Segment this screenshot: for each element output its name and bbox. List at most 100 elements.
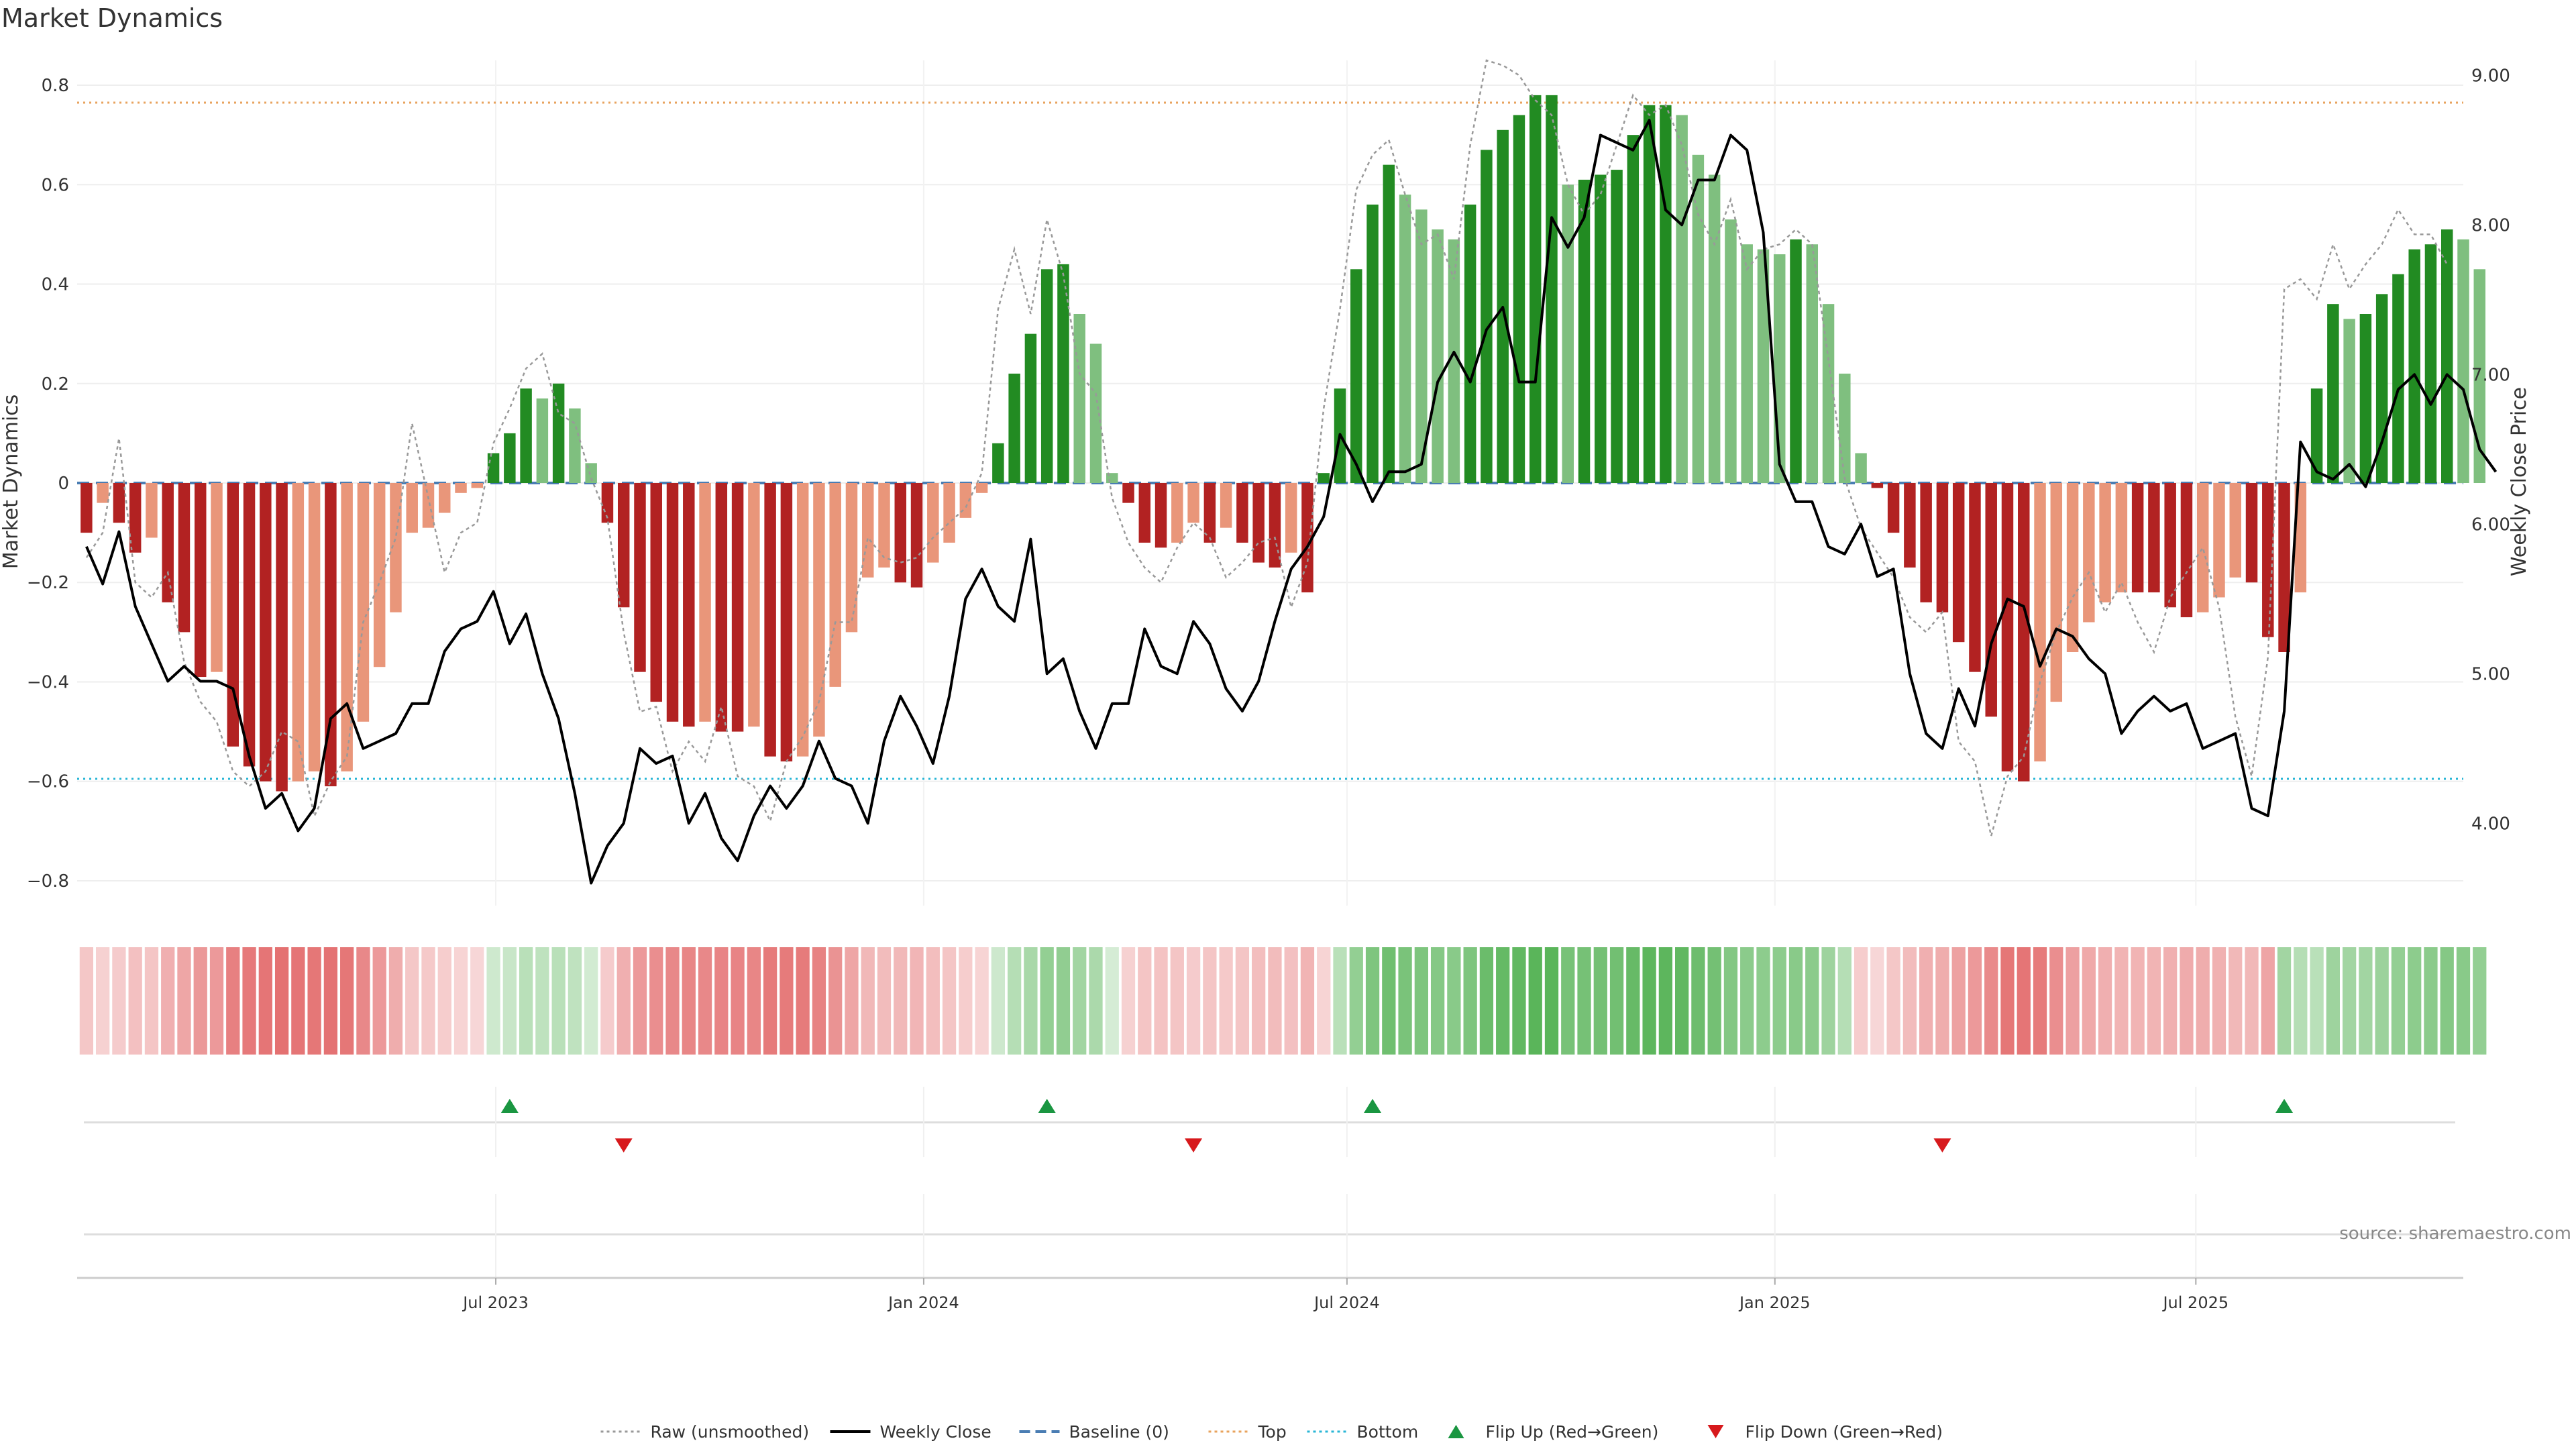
- regime-cell: [796, 947, 810, 1055]
- legend-label: Flip Down (Green→Red): [1746, 1422, 1943, 1442]
- dynamics-bar: [1887, 483, 1900, 533]
- dynamics-bar: [97, 483, 109, 503]
- regime-cell: [2473, 947, 2487, 1055]
- dynamics-bar: [699, 483, 711, 722]
- regime-cell: [828, 947, 843, 1055]
- dynamics-bar: [162, 483, 174, 602]
- regime-cell: [1447, 947, 1461, 1055]
- y-axis-label-left: Market Dynamics: [0, 394, 23, 570]
- dynamics-bar: [943, 483, 955, 543]
- dynamics-bar: [1578, 179, 1591, 483]
- flip-down-marker: [1933, 1138, 1951, 1152]
- regime-cell: [747, 947, 761, 1055]
- regime-cell: [926, 947, 940, 1055]
- dynamics-bar: [487, 453, 500, 483]
- regime-cell: [486, 947, 500, 1055]
- regime-cell: [1951, 947, 1966, 1055]
- dynamics-bar: [1676, 115, 1688, 483]
- regime-cell: [2261, 947, 2275, 1055]
- regime-cell: [177, 947, 191, 1055]
- dynamics-bar: [2196, 483, 2209, 612]
- dynamics-bar: [2424, 244, 2437, 483]
- regime-cell: [1056, 947, 1071, 1055]
- dynamics-bar: [471, 483, 484, 488]
- regime-cell: [340, 947, 354, 1055]
- regime-cell: [1154, 947, 1168, 1055]
- dynamics-bar: [1318, 473, 1330, 483]
- dynamics-bar: [422, 483, 435, 528]
- regime-cell: [1268, 947, 1282, 1055]
- dynamics-bar: [2408, 249, 2420, 483]
- regime-cell: [372, 947, 386, 1055]
- regime-cell: [1723, 947, 1738, 1055]
- dynamics-bar: [2001, 483, 2014, 771]
- regime-cell: [2147, 947, 2161, 1055]
- dynamics-bar: [2164, 483, 2176, 608]
- regime-cell: [1886, 947, 1900, 1055]
- dynamics-bar: [2115, 483, 2128, 593]
- dynamics-bar: [2066, 483, 2079, 652]
- weekly-close-line: [85, 119, 2498, 885]
- regime-cell: [1105, 947, 1119, 1055]
- price-lines: [85, 59, 2498, 885]
- dynamics-bar: [1236, 483, 1248, 543]
- dynamics-bar: [536, 398, 549, 483]
- dynamics-bar: [2148, 483, 2160, 593]
- dynamics-bar: [1464, 204, 1477, 483]
- x-tick-label: Jul 2023: [462, 1293, 529, 1312]
- regime-cell: [1398, 947, 1412, 1055]
- dynamics-bar: [1138, 483, 1151, 543]
- regime-cell: [861, 947, 875, 1055]
- dynamics-bar: [2245, 483, 2258, 583]
- regime-cell: [1219, 947, 1233, 1055]
- dynamics-bar: [2473, 269, 2486, 483]
- right-axis: 9.00 8.00 7.00 6.00 5.00 4.00: [2471, 66, 2510, 834]
- dynamics-bar: [975, 483, 988, 493]
- regime-cell: [1821, 947, 1835, 1055]
- regime-cell: [1235, 947, 1250, 1055]
- legend-label: Raw (unsmoothed): [651, 1422, 810, 1442]
- regime-cell: [1203, 947, 1217, 1055]
- legend-swatch: [1707, 1425, 1724, 1438]
- dynamics-bar: [2050, 483, 2063, 702]
- dynamics-bar: [1399, 195, 1411, 483]
- dynamics-bar: [1432, 229, 1444, 483]
- dynamics-bar: [1595, 174, 1607, 483]
- dynamics-bar: [2083, 483, 2095, 623]
- dynamics-bar: [1936, 483, 1949, 612]
- regime-cell: [2408, 947, 2422, 1055]
- dynamics-bar: [910, 483, 923, 588]
- dynamics-bar: [129, 483, 142, 553]
- regime-cell: [2017, 947, 2031, 1055]
- left-tick-label: 0.6: [42, 175, 69, 195]
- dynamics-bar: [1822, 304, 1835, 483]
- dynamics-bar: [617, 483, 630, 608]
- dynamics-bar: [2457, 239, 2469, 483]
- legend-label: Bottom: [1357, 1422, 1419, 1442]
- regime-cell: [1658, 947, 1673, 1055]
- regime-cell: [2440, 947, 2454, 1055]
- left-tick-label: −0.6: [27, 772, 69, 792]
- dynamics-bar: [1839, 373, 1851, 483]
- regime-cell: [258, 947, 272, 1055]
- regime-cell: [2098, 947, 2112, 1055]
- regime-cell: [453, 947, 468, 1055]
- x-tick-label: Jan 2025: [1738, 1293, 1811, 1312]
- regime-cell: [1073, 947, 1087, 1055]
- right-tick-label: 9.00: [2471, 66, 2510, 86]
- regime-cell: [2294, 947, 2308, 1055]
- regime-cell: [763, 947, 777, 1055]
- dynamics-bar: [1855, 453, 1867, 483]
- regime-cell: [600, 947, 614, 1055]
- regime-cell: [1284, 947, 1298, 1055]
- regime-cell: [2180, 947, 2194, 1055]
- regime-cell: [1089, 947, 1103, 1055]
- regime-cell: [649, 947, 663, 1055]
- dynamics-bar: [195, 483, 207, 678]
- regime-cell: [2049, 947, 2063, 1055]
- dynamics-bar: [1806, 244, 1819, 483]
- dynamics-bar: [845, 483, 858, 633]
- regime-cell: [1138, 947, 1152, 1055]
- dynamics-bar: [927, 483, 939, 563]
